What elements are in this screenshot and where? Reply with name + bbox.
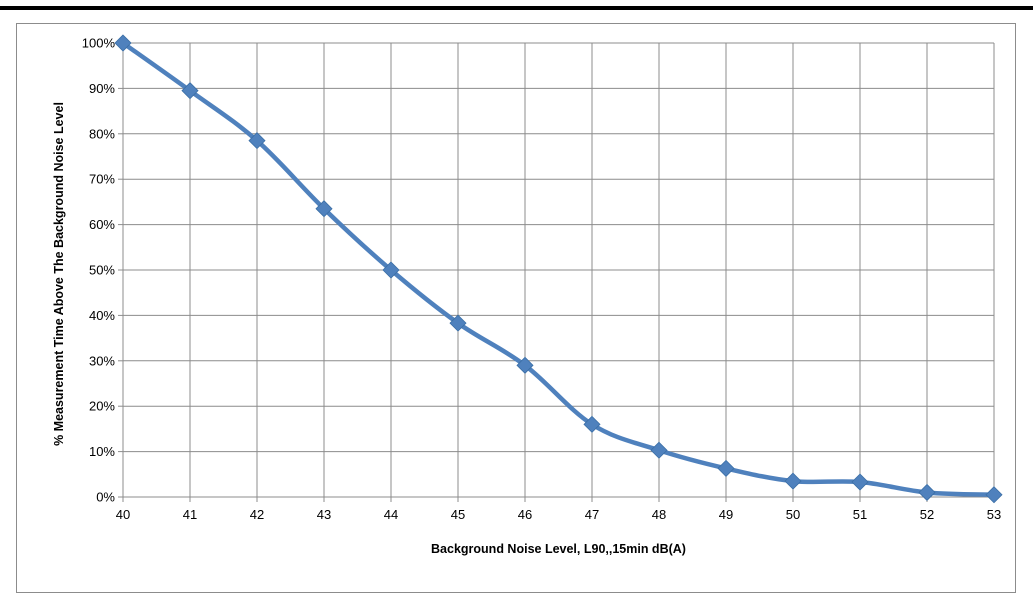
- data-point-marker: [248, 132, 266, 150]
- x-tick-label: 50: [786, 507, 800, 522]
- chart-frame: [16, 23, 1016, 593]
- x-tick-label: 43: [317, 507, 331, 522]
- x-tick-labels: 40 41 42 43 44 45 46 47 48 49 50 51 52 53: [116, 507, 1001, 522]
- x-tick-label: 46: [518, 507, 532, 522]
- x-tick-label: 52: [920, 507, 934, 522]
- data-point-marker: [315, 200, 333, 218]
- y-tick-label: 80%: [89, 126, 115, 141]
- data-point-marker: [985, 486, 1003, 504]
- data-point-marker: [583, 415, 601, 433]
- y-tick-label: 30%: [89, 353, 115, 368]
- y-tick-label: 50%: [89, 263, 115, 278]
- x-tick-label: 49: [719, 507, 733, 522]
- y-tick-label: 60%: [89, 217, 115, 232]
- data-point-marker: [516, 356, 534, 374]
- data-point-marker: [851, 473, 869, 491]
- top-rule: [0, 6, 1033, 10]
- y-tick-label: 90%: [89, 81, 115, 96]
- x-tick-label: 42: [250, 507, 264, 522]
- data-point-marker: [918, 483, 936, 502]
- x-tick-label: 45: [451, 507, 465, 522]
- x-tick-label: 44: [384, 507, 398, 522]
- x-tick-label: 47: [585, 507, 599, 522]
- series-layer: [114, 34, 1003, 504]
- x-tick-label: 40: [116, 507, 130, 522]
- x-tick-label: 48: [652, 507, 666, 522]
- y-tick-label: 70%: [89, 172, 115, 187]
- data-point-marker: [382, 261, 400, 279]
- x-axis-title: Background Noise Level, L90,,15min dB(A): [431, 542, 686, 556]
- data-point-marker: [650, 441, 668, 459]
- x-tick-label: 41: [183, 507, 197, 522]
- y-tick-label: 20%: [89, 399, 115, 414]
- y-tick-label: 40%: [89, 308, 115, 323]
- y-axis-title: % Measurement Time Above The Background …: [52, 102, 66, 446]
- grid-lines: [122, 42, 995, 498]
- data-point-marker: [114, 34, 132, 52]
- data-point-marker: [717, 459, 735, 477]
- y-tick-labels: 0% 10% 20% 30% 40% 50% 60% 70% 80% 90% 100%: [82, 36, 116, 505]
- data-point-marker: [784, 472, 802, 490]
- axes: [118, 42, 995, 502]
- y-tick-label: 100%: [82, 36, 116, 51]
- x-tick-label: 53: [987, 507, 1001, 522]
- y-tick-label: 0%: [96, 490, 115, 505]
- series-line: [120, 40, 997, 497]
- x-tick-label: 51: [853, 507, 867, 522]
- data-point-marker: [181, 82, 199, 100]
- data-point-marker: [449, 314, 467, 332]
- y-tick-label: 10%: [89, 444, 115, 459]
